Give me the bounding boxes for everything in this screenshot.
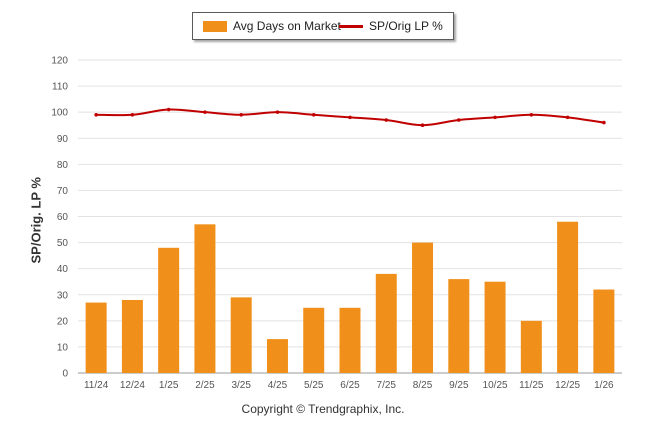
bar[interactable]: [593, 289, 615, 373]
y-tick-label: 110: [52, 82, 68, 93]
line-point[interactable]: [94, 112, 98, 117]
bar[interactable]: [484, 281, 506, 373]
y-tick-label: 60: [57, 212, 69, 223]
legend-line-swatch: [339, 24, 363, 28]
x-tick-label: 3/25: [231, 380, 251, 391]
x-tick-label: 12/25: [555, 380, 580, 391]
bar-series: [85, 221, 615, 373]
line-series: [94, 107, 606, 128]
line-point[interactable]: [130, 112, 135, 117]
x-tick-label: 5/25: [304, 380, 324, 391]
line-point[interactable]: [311, 112, 316, 117]
line-point[interactable]: [166, 107, 171, 112]
bar[interactable]: [230, 297, 252, 373]
bar[interactable]: [339, 307, 361, 373]
bar[interactable]: [266, 339, 288, 373]
x-tick-label: 6/25: [340, 380, 360, 391]
line-point[interactable]: [565, 115, 570, 120]
line-point[interactable]: [529, 112, 534, 117]
legend-line-label: SP/Orig LP %: [369, 19, 443, 33]
bar[interactable]: [121, 299, 143, 373]
y-tick-label: 70: [57, 186, 69, 197]
x-tick-label: 2/25: [195, 380, 215, 391]
y-tick-label: 90: [57, 134, 69, 145]
line-point[interactable]: [348, 115, 352, 120]
y-tick-label: 50: [57, 238, 69, 249]
legend-item-bar[interactable]: Avg Days on Market: [203, 13, 341, 39]
line-point[interactable]: [457, 118, 461, 122]
y-tick-label: 20: [57, 316, 69, 327]
copyright-footer: Copyright © Trendgraphix, Inc.: [241, 402, 405, 416]
x-tick-label: 1/26: [594, 380, 614, 391]
bar[interactable]: [520, 320, 542, 373]
bar[interactable]: [375, 273, 397, 373]
bar[interactable]: [85, 302, 107, 373]
line-point[interactable]: [203, 110, 207, 114]
line-point[interactable]: [384, 118, 389, 122]
x-tick-label: 8/25: [413, 380, 433, 391]
bar[interactable]: [158, 247, 180, 373]
legend-bar-swatch: [203, 20, 227, 32]
legend: Avg Days on Market SP/Orig LP %: [192, 12, 454, 40]
y-tick-labels: 0 10 20 30 40 50 60 70 80 90 100 110 120: [51, 56, 68, 380]
line-point[interactable]: [602, 120, 606, 125]
x-tick-labels: 11/24 12/24 1/25 2/25 3/25 4/25 5/25 6/25 7/25 8/…: [84, 380, 614, 391]
bar[interactable]: [448, 279, 470, 373]
y-tick-label: 80: [57, 160, 69, 171]
y-tick-label: 40: [57, 264, 69, 275]
bar[interactable]: [557, 221, 579, 373]
line-point[interactable]: [239, 112, 243, 117]
x-tick-label: 4/25: [268, 380, 288, 391]
x-tick-label: 9/25: [449, 380, 469, 391]
y-tick-label: 0: [62, 369, 68, 380]
bar[interactable]: [194, 224, 216, 373]
x-tick-label: 1/25: [159, 380, 179, 391]
x-tick-label: 11/25: [519, 380, 544, 391]
y-tick-label: 10: [57, 342, 69, 353]
bar[interactable]: [303, 307, 325, 373]
line-point[interactable]: [275, 110, 280, 114]
y-axis-label: SP/Orig. LP %: [28, 177, 44, 264]
y-tick-label: 100: [51, 108, 68, 119]
x-tick-label: 7/25: [377, 380, 397, 391]
y-tick-label: 120: [51, 56, 68, 67]
legend-bar-label: Avg Days on Market: [233, 19, 341, 33]
y-tick-label: 30: [57, 290, 69, 301]
line-point[interactable]: [493, 115, 497, 120]
x-tick-label: 10/25: [483, 380, 508, 391]
bar[interactable]: [412, 242, 434, 373]
legend-item-line[interactable]: SP/Orig LP %: [339, 13, 443, 39]
line-point[interactable]: [420, 123, 425, 128]
x-tick-label: 12/24: [120, 380, 145, 391]
x-tick-label: 11/24: [84, 380, 109, 391]
